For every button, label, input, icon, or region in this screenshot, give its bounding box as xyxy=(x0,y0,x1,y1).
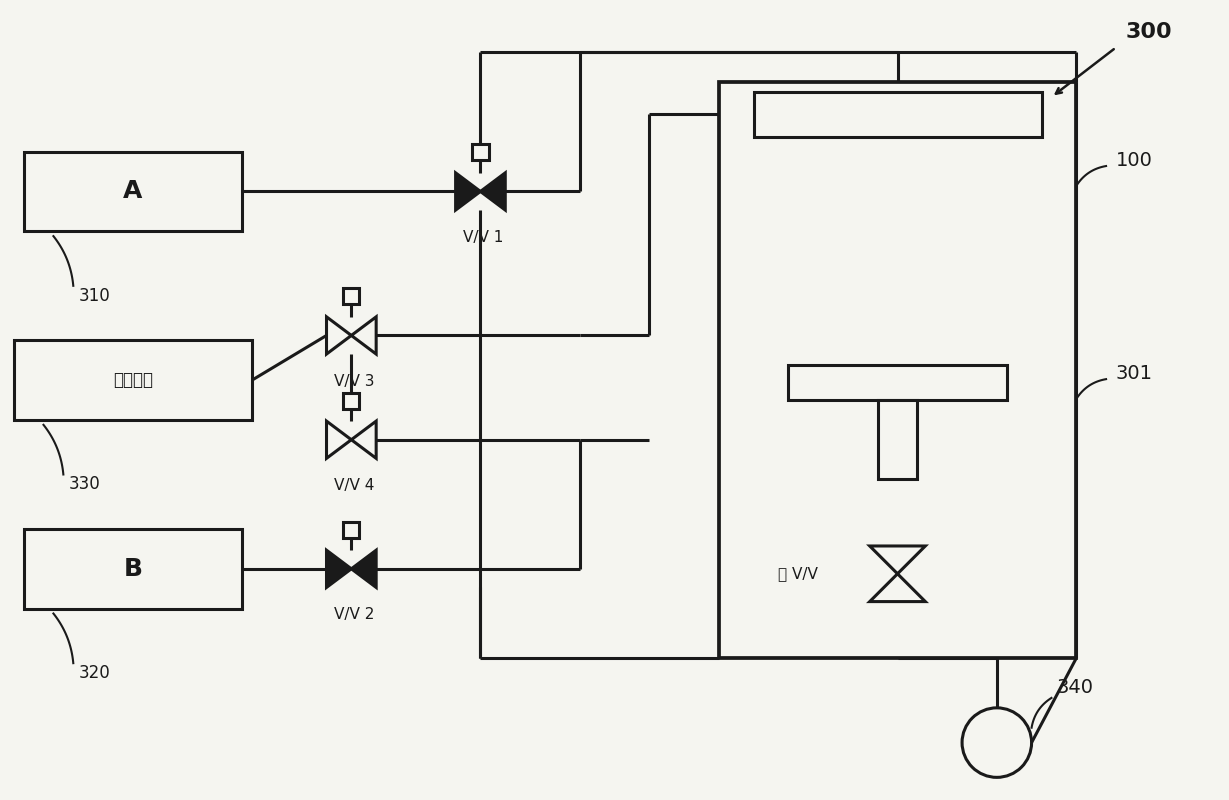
Bar xyxy=(343,522,359,538)
Polygon shape xyxy=(327,421,351,458)
Polygon shape xyxy=(456,173,481,210)
Circle shape xyxy=(962,708,1031,778)
Bar xyxy=(719,82,1077,658)
Bar xyxy=(23,152,242,231)
Polygon shape xyxy=(327,317,351,354)
Text: 闸 V/V: 闸 V/V xyxy=(778,566,819,582)
Text: V/V 1: V/V 1 xyxy=(463,230,504,245)
Bar xyxy=(753,92,1041,137)
Text: 330: 330 xyxy=(69,475,100,494)
Bar xyxy=(23,529,242,609)
Bar xyxy=(788,366,1007,400)
Polygon shape xyxy=(327,550,351,587)
Text: 310: 310 xyxy=(79,286,111,305)
Bar xyxy=(343,393,359,409)
Bar xyxy=(14,341,252,420)
Text: V/V 3: V/V 3 xyxy=(334,374,375,389)
Polygon shape xyxy=(481,173,505,210)
Text: V/V 2: V/V 2 xyxy=(334,607,375,622)
Polygon shape xyxy=(351,550,376,587)
Text: 300: 300 xyxy=(1126,22,1172,42)
Text: A: A xyxy=(123,179,143,203)
Bar xyxy=(343,288,359,305)
Polygon shape xyxy=(351,421,376,458)
Text: V/V 4: V/V 4 xyxy=(334,478,375,494)
Polygon shape xyxy=(351,317,376,354)
Text: 340: 340 xyxy=(1057,678,1094,697)
Polygon shape xyxy=(870,574,925,602)
Bar xyxy=(878,400,917,479)
Text: B: B xyxy=(123,557,143,581)
Text: 吹扫气体: 吹扫气体 xyxy=(113,371,152,389)
Text: 100: 100 xyxy=(1116,151,1153,170)
Text: 301: 301 xyxy=(1116,364,1153,383)
Text: 320: 320 xyxy=(79,664,111,682)
Polygon shape xyxy=(870,546,925,574)
Bar xyxy=(472,144,488,161)
